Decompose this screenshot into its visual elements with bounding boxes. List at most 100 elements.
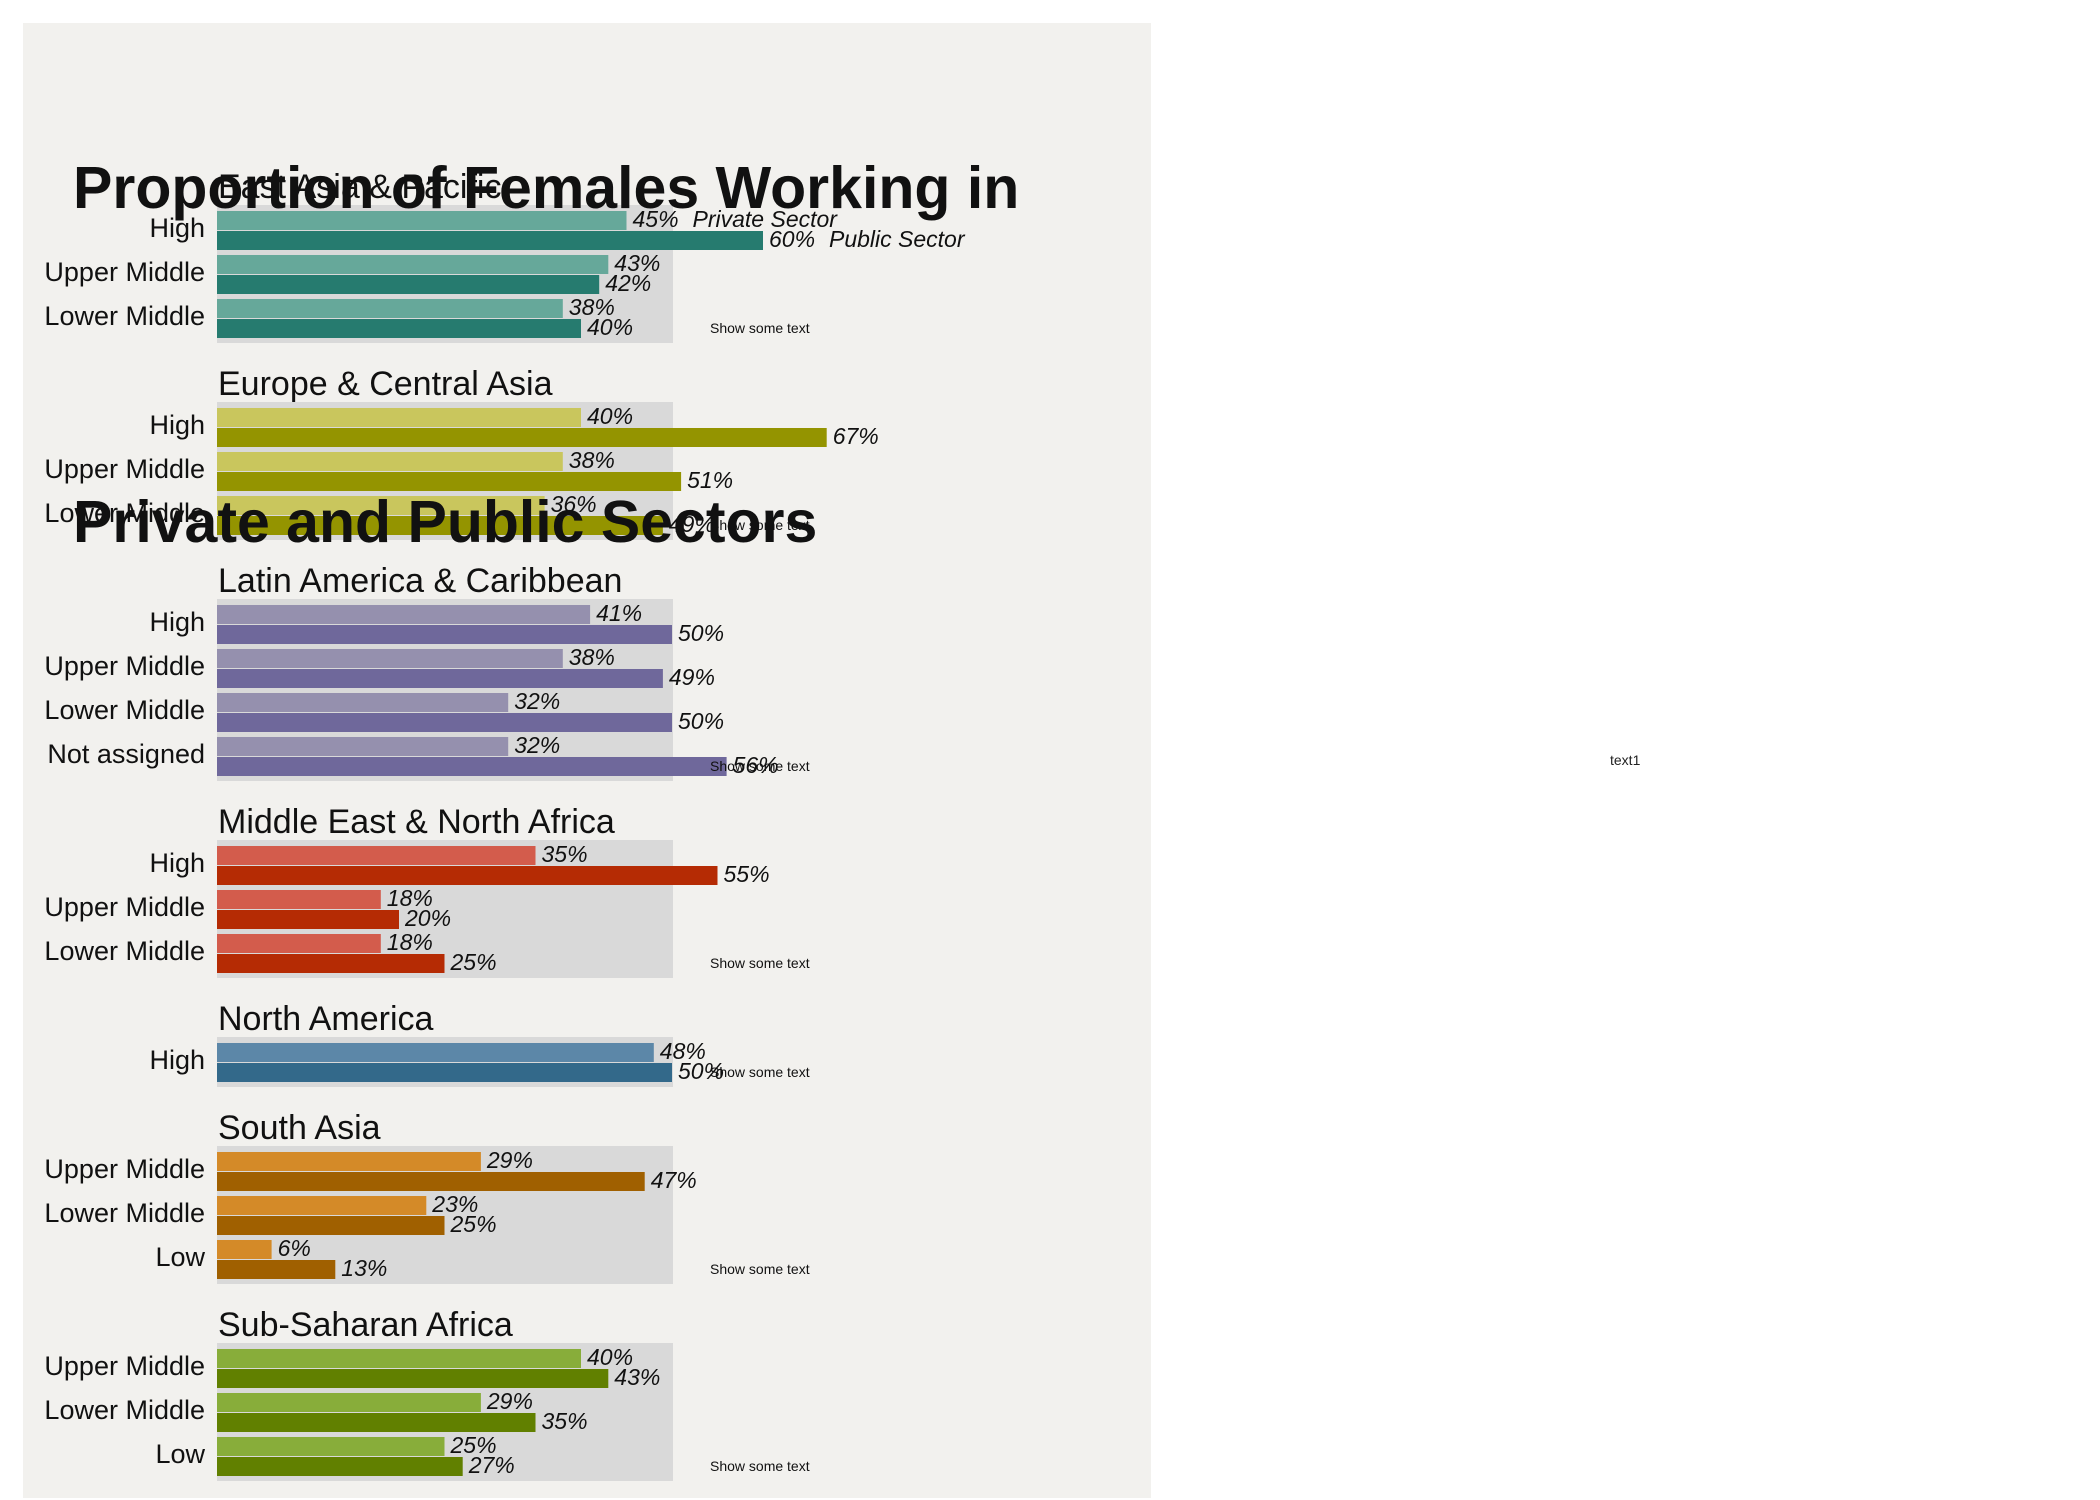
bar-public-sector: [217, 1063, 672, 1082]
bar-public-sector: [217, 866, 718, 885]
bar-public-sector: [217, 625, 672, 644]
bar-private-sector: [217, 934, 381, 953]
category-label: High: [149, 607, 205, 637]
group-title: North America: [218, 1000, 433, 1038]
group-title: South Asia: [218, 1109, 381, 1147]
bar-private-sector: [217, 649, 563, 668]
category-label: Upper Middle: [44, 1351, 205, 1381]
bar-private-sector: [217, 1393, 481, 1412]
data-label: 29%: [486, 1388, 533, 1414]
chart-title-line-1: Proportion of Females Working in: [73, 155, 1020, 221]
bar-private-sector: [217, 299, 563, 318]
data-label: 13%: [341, 1255, 387, 1281]
category-label: Lower Middle: [44, 1198, 205, 1228]
data-label: 49%: [669, 511, 715, 537]
group-note: Show some text: [710, 320, 810, 336]
data-label: 38%: [569, 447, 615, 473]
group-note: Show some text: [710, 1064, 810, 1080]
bar-private-sector: [217, 1196, 427, 1215]
data-label: 29%: [486, 1147, 533, 1173]
data-label: 6%: [278, 1235, 311, 1261]
data-label: 36%: [551, 491, 597, 517]
bar-public-sector: [217, 757, 727, 776]
bar-private-sector: [217, 737, 509, 756]
category-label: Low: [155, 1242, 205, 1272]
data-label: 40%: [587, 314, 633, 340]
group-title: East Asia & Pacific: [218, 168, 501, 206]
data-label: 40%: [587, 403, 633, 429]
group-note: Show some text: [710, 758, 810, 774]
data-label: 27%: [468, 1452, 515, 1478]
category-label: Upper Middle: [44, 651, 205, 681]
bar-public-sector: [217, 910, 399, 929]
bar-public-sector: [217, 472, 682, 491]
category-label: Lower Middle: [44, 1395, 205, 1425]
data-label: 40%: [587, 1344, 633, 1370]
data-label: 48%: [660, 1038, 706, 1064]
bar-public-sector: [217, 954, 445, 973]
group-note: Show some text: [710, 1458, 810, 1474]
bar-private-sector: [217, 496, 545, 515]
bar-public-sector: [217, 231, 763, 250]
category-label: High: [149, 848, 205, 878]
data-label: 38%: [569, 294, 615, 320]
bar-public-sector: [217, 1260, 336, 1279]
data-label: 18%: [387, 929, 433, 955]
data-label: 32%: [514, 732, 560, 758]
data-label: 35%: [542, 1408, 588, 1434]
bar-private-sector: [217, 211, 627, 230]
bar-public-sector: [217, 319, 581, 338]
data-label: 23%: [431, 1191, 478, 1217]
data-label: 47%: [651, 1167, 697, 1193]
bar-public-sector: [217, 516, 663, 535]
bar-private-sector: [217, 1152, 481, 1171]
data-label: 41%: [596, 600, 642, 626]
category-label: High: [149, 410, 205, 440]
data-label: 55%: [724, 861, 770, 887]
data-label: 25%: [450, 1211, 497, 1237]
data-label: 18%: [387, 885, 433, 911]
data-label: 25%: [450, 1432, 497, 1458]
data-label: 20%: [404, 905, 451, 931]
group-title: Middle East & North Africa: [218, 803, 615, 841]
chart-title: Proportion of Females Working in Private…: [73, 0, 1133, 773]
group-title: Sub-Saharan Africa: [218, 1306, 513, 1344]
category-label: Lower Middle: [44, 936, 205, 966]
bar-public-sector: [217, 669, 663, 688]
bar-public-sector: [217, 1369, 609, 1388]
data-label: 50%: [678, 620, 724, 646]
category-label: High: [149, 1045, 205, 1075]
data-label: 60%: [769, 226, 815, 252]
data-label: 50%: [678, 1058, 724, 1084]
bar-public-sector: [217, 428, 827, 447]
bar-private-sector: [217, 1240, 272, 1259]
category-label: Lower Middle: [44, 695, 205, 725]
group-title: Europe & Central Asia: [218, 365, 553, 403]
series-label: Private Sector: [693, 206, 839, 232]
category-label: Low: [155, 1439, 205, 1469]
bar-private-sector: [217, 890, 381, 909]
data-label: 51%: [687, 467, 733, 493]
group-note: Show some text: [710, 517, 810, 533]
bar-private-sector: [217, 605, 591, 624]
category-label: Lower Middle: [44, 301, 205, 331]
bar-public-sector: [217, 1457, 463, 1476]
bar-private-sector: [217, 1437, 445, 1456]
category-label: Upper Middle: [44, 892, 205, 922]
category-label: Upper Middle: [44, 257, 205, 287]
data-label: 67%: [833, 423, 879, 449]
data-label: 50%: [678, 708, 724, 734]
series-label: Public Sector: [829, 226, 966, 252]
data-label: 32%: [514, 688, 560, 714]
data-label: 43%: [614, 250, 660, 276]
bar-private-sector: [217, 452, 563, 471]
bar-private-sector: [217, 1043, 654, 1062]
category-label: Upper Middle: [44, 454, 205, 484]
category-label: Upper Middle: [44, 1154, 205, 1184]
bar-public-sector: [217, 1413, 536, 1432]
category-label: Lower Middle: [44, 498, 205, 528]
bar-public-sector: [217, 1172, 645, 1191]
bar-private-sector: [217, 846, 536, 865]
bar-private-sector: [217, 1349, 581, 1368]
